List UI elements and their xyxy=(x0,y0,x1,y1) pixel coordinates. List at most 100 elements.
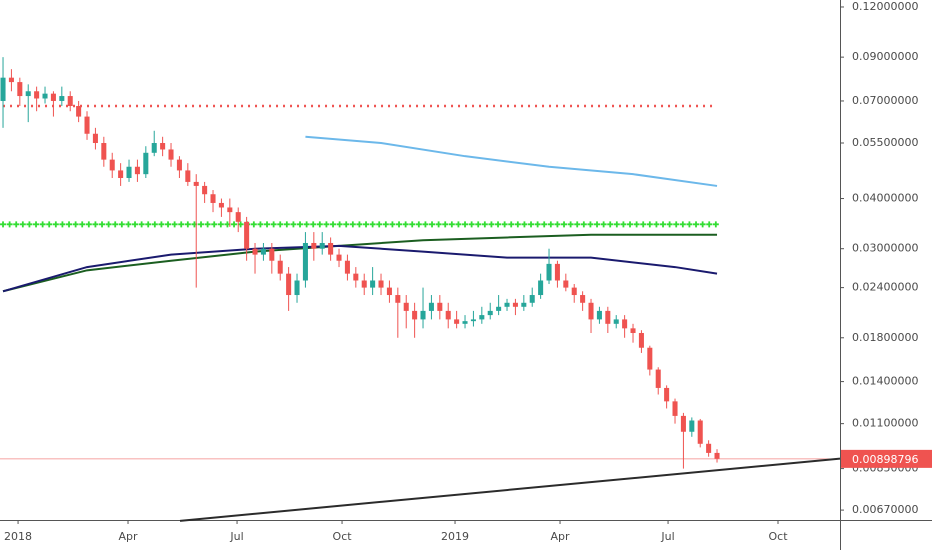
candle-body xyxy=(437,302,443,311)
candle-body xyxy=(386,287,392,296)
candle-body xyxy=(353,273,359,281)
y-tick-label: 0.04000000 xyxy=(852,192,918,205)
candle-body xyxy=(269,248,275,261)
candle-body xyxy=(50,93,56,101)
candle-body xyxy=(294,280,300,296)
indicator-line xyxy=(305,135,718,187)
candle-body xyxy=(588,302,594,320)
candle-body xyxy=(395,295,401,303)
candle-body xyxy=(664,387,670,402)
candle-body xyxy=(529,295,535,303)
candle-body xyxy=(504,302,510,307)
x-tick-label: Jul xyxy=(660,530,674,543)
y-tick-label: 0.00670000 xyxy=(852,503,918,516)
y-tick-label: 0.05500000 xyxy=(852,136,918,149)
candle-body xyxy=(420,310,426,320)
candle-body xyxy=(706,443,712,453)
y-tick-label: 0.03000000 xyxy=(852,242,918,255)
x-tick-label: Apr xyxy=(119,530,139,543)
candle-body xyxy=(92,133,98,144)
candle-body xyxy=(118,170,124,179)
candle-body xyxy=(76,106,82,117)
level-crosses xyxy=(0,221,719,228)
candle-body xyxy=(160,143,166,150)
candle-body xyxy=(134,166,140,175)
candle-body xyxy=(638,332,644,348)
x-tick-label: Apr xyxy=(551,530,571,543)
candle-body xyxy=(412,310,418,320)
candle-body xyxy=(319,242,325,249)
candle-body xyxy=(202,185,208,195)
candle-body xyxy=(101,143,107,160)
candle-body xyxy=(428,302,434,311)
candle-body xyxy=(470,319,476,322)
candle-body xyxy=(109,159,115,171)
candle-body xyxy=(370,280,376,288)
candle-body xyxy=(126,166,132,179)
last-price-label: 0.00898796 xyxy=(852,453,918,466)
candle-body xyxy=(605,310,611,324)
indicator-line xyxy=(179,457,841,522)
indicator-line xyxy=(2,233,718,293)
candle-body xyxy=(328,242,334,255)
candle-body xyxy=(445,310,451,320)
candle-body xyxy=(512,302,518,307)
candle-body xyxy=(235,212,241,222)
y-tick-label: 0.01100000 xyxy=(852,417,918,430)
x-tick-label: 2018 xyxy=(4,530,32,543)
candle-body xyxy=(168,149,174,160)
candle-body xyxy=(252,248,258,255)
candle-body xyxy=(277,260,283,274)
candle-body xyxy=(286,273,292,296)
candle-body xyxy=(462,321,468,324)
candle-body xyxy=(554,263,560,281)
candle-body xyxy=(714,452,720,459)
candle-body xyxy=(697,420,703,444)
candle-body xyxy=(227,207,233,213)
candle-body xyxy=(218,202,224,208)
x-tick-label: Oct xyxy=(333,530,353,543)
candle-body xyxy=(689,420,695,432)
x-tick-label: Oct xyxy=(768,530,788,543)
candle-body xyxy=(378,280,384,288)
candle-body xyxy=(403,302,409,311)
candle-body xyxy=(454,319,460,324)
x-tick-label: 2019 xyxy=(441,530,469,543)
candle-body xyxy=(563,280,569,288)
candle-body xyxy=(672,401,678,416)
candle-body xyxy=(580,295,586,303)
candle-body xyxy=(210,194,216,203)
y-tick-label: 0.07000000 xyxy=(852,94,918,107)
candle-body xyxy=(260,248,266,255)
candle-body xyxy=(25,91,31,97)
candle-body xyxy=(84,116,90,134)
candle-body xyxy=(521,302,527,307)
candle-body xyxy=(613,319,619,324)
candle-body xyxy=(67,96,73,107)
candle-body xyxy=(487,310,493,316)
candle-body xyxy=(655,369,661,388)
candle-body xyxy=(680,415,686,432)
y-tick-label: 0.01400000 xyxy=(852,375,918,388)
candle-body xyxy=(311,242,317,249)
candle-body xyxy=(630,328,636,333)
indicator-line xyxy=(2,244,718,293)
candle-body xyxy=(151,143,157,153)
candle-body xyxy=(496,306,502,311)
candle-body xyxy=(622,319,628,329)
candle-body xyxy=(17,82,23,97)
candle-body xyxy=(647,347,653,370)
candle-body xyxy=(0,77,6,101)
candle-body xyxy=(361,280,367,288)
candle-body xyxy=(193,181,199,186)
candle-body xyxy=(302,242,308,281)
candle-body xyxy=(176,159,182,171)
candle-body xyxy=(8,77,14,83)
candle-body xyxy=(344,260,350,274)
candle-body xyxy=(185,170,191,182)
last-price-tag xyxy=(841,449,932,468)
candle-body xyxy=(59,96,65,101)
x-tick-label: Jul xyxy=(229,530,243,543)
